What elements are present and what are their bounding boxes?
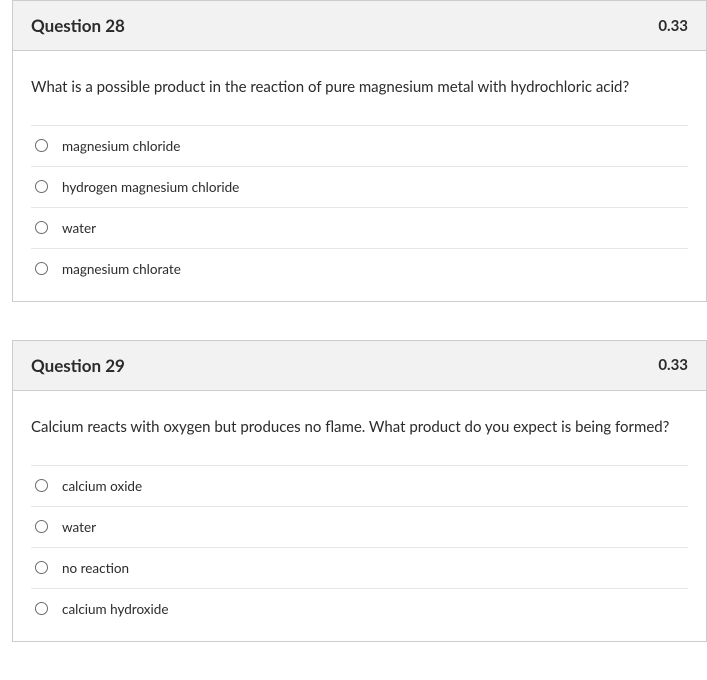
option-row[interactable]: no reaction (31, 547, 688, 588)
option-label: calcium oxide (62, 478, 142, 494)
option-label: hydrogen magnesium chloride (62, 179, 239, 195)
question-card-28: Question 28 0.33 What is a possible prod… (12, 0, 707, 302)
radio-icon[interactable] (35, 262, 48, 275)
radio-icon[interactable] (35, 180, 48, 193)
option-label: calcium hydroxide (62, 601, 168, 617)
radio-icon[interactable] (35, 520, 48, 533)
question-number: Question 29 (31, 355, 125, 376)
option-label: water (62, 519, 96, 535)
radio-icon[interactable] (35, 479, 48, 492)
radio-icon[interactable] (35, 139, 48, 152)
radio-icon[interactable] (35, 561, 48, 574)
question-card-29: Question 29 0.33 Calcium reacts with oxy… (12, 340, 707, 642)
question-points: 0.33 (658, 356, 688, 374)
radio-icon[interactable] (35, 602, 48, 615)
option-label: water (62, 220, 96, 236)
question-body: What is a possible product in the reacti… (13, 51, 706, 301)
question-prompt: What is a possible product in the reacti… (31, 77, 688, 99)
question-prompt: Calcium reacts with oxygen but produces … (31, 417, 688, 439)
option-row[interactable]: magnesium chlorate (31, 248, 688, 289)
option-row[interactable]: hydrogen magnesium chloride (31, 166, 688, 207)
option-row[interactable]: water (31, 506, 688, 547)
question-header: Question 29 0.33 (13, 341, 706, 391)
option-label: no reaction (62, 560, 129, 576)
option-label: magnesium chlorate (62, 261, 181, 277)
question-body: Calcium reacts with oxygen but produces … (13, 391, 706, 641)
option-row[interactable]: magnesium chloride (31, 125, 688, 166)
option-row[interactable]: calcium oxide (31, 465, 688, 506)
option-label: magnesium chloride (62, 138, 180, 154)
option-row[interactable]: calcium hydroxide (31, 588, 688, 629)
question-number: Question 28 (31, 15, 125, 36)
question-points: 0.33 (658, 17, 688, 35)
radio-icon[interactable] (35, 221, 48, 234)
option-row[interactable]: water (31, 207, 688, 248)
question-header: Question 28 0.33 (13, 1, 706, 51)
